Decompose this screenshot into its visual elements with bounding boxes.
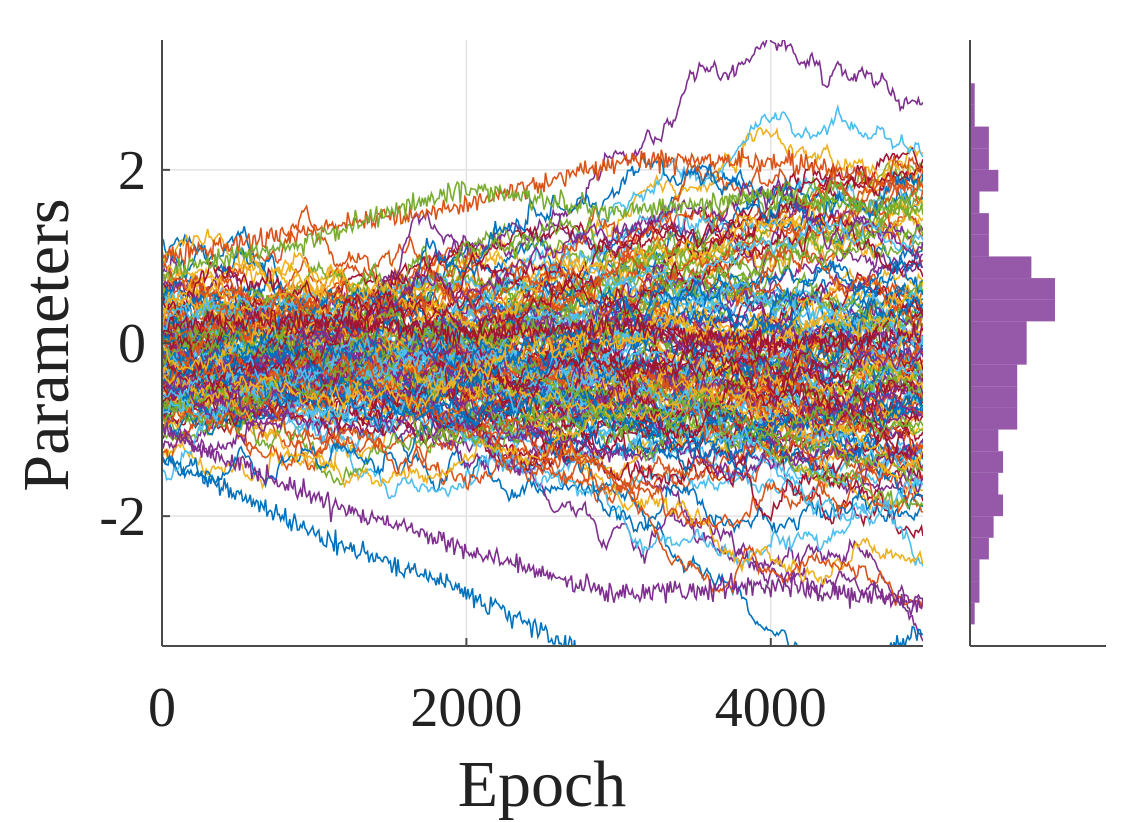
histogram [970,83,1055,625]
trajectory-line [162,361,923,489]
histogram-bar [970,321,1027,343]
trajectory-line [162,356,923,486]
trajectory-line [162,421,923,613]
trajectory-line [162,319,923,444]
trajectory-line [162,333,923,610]
trajectory-line [162,268,923,386]
x-tick-label: 4000 [715,677,827,739]
trajectory-line [162,310,923,411]
trajectory-line [162,180,923,283]
histogram-bar [970,278,1055,300]
histogram-bar [970,407,1018,430]
histogram-bar [970,299,1055,322]
x-tick-label: 2000 [410,677,522,739]
trajectory-line [162,180,923,377]
trajectory-line [162,287,923,434]
histogram-bar [970,191,980,214]
trajectory-line [162,176,923,396]
histogram-bar [970,386,1018,408]
histogram-bar [970,559,980,582]
trajectory-line [162,301,923,421]
histogram-axes [969,40,1106,647]
x-tick-label: 0 [148,677,176,739]
y-axis-label: Parameters [10,198,83,491]
trajectory-line [162,246,923,388]
trajectory-line [162,277,923,394]
histogram-bar [970,537,989,560]
trajectory-line [162,217,923,400]
histogram-bar [970,494,1004,517]
histogram-bar [970,429,999,452]
y-tick-label: 0 [118,313,146,375]
histogram-bar [970,343,1027,365]
histogram-bar [970,234,989,257]
trajectory-line [162,308,923,358]
trajectory-line [162,329,923,530]
y-tick-label: -2 [99,486,146,548]
histogram-bar [970,83,975,105]
trajectory-line [162,279,923,381]
trajectory-line [162,280,923,407]
histogram-bar [970,126,989,149]
trajectory-line [162,249,923,367]
trajectory-line [162,147,923,265]
histogram-bar [970,472,999,495]
main-axes: 0 2000 4000 -2 0 2 [99,40,923,739]
trajectory-line [162,199,923,352]
histogram-bar [970,451,1004,473]
histogram-bar [970,169,999,192]
trajectory-line [162,255,923,433]
x-axis-label: Epoch [458,748,627,821]
y-tick-label: 2 [118,140,146,202]
histogram-bar [970,516,994,538]
parameter-trajectories [162,40,923,646]
histogram-bar [970,581,980,603]
histogram-bar [970,364,1018,387]
trajectory-line [162,210,923,389]
histogram-bar [970,148,989,170]
histogram-bar [970,256,1032,279]
histogram-bar [970,602,975,625]
histogram-bar [970,213,989,235]
histogram-bar [970,104,975,127]
trajectory-line [162,452,923,646]
